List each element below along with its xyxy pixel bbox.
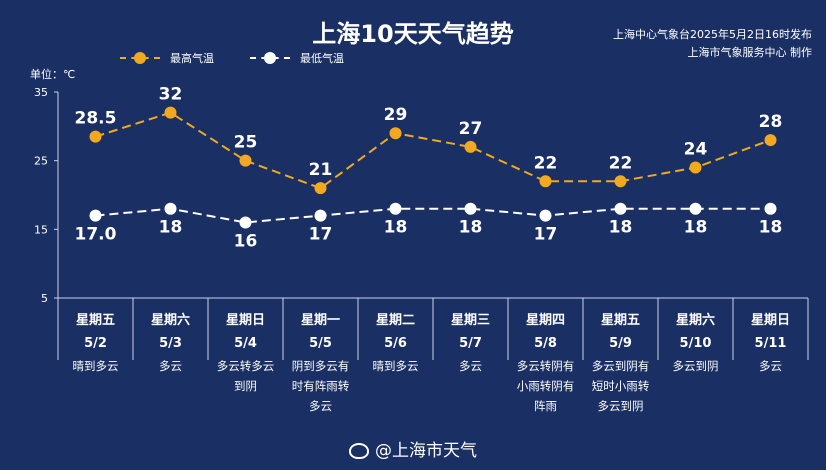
x-date-label: 5/5	[309, 336, 332, 351]
weather-desc-label: 多云	[309, 399, 332, 413]
data-label-low: 18	[759, 218, 783, 238]
x-date-label: 5/2	[84, 336, 107, 351]
weather-desc-label: 多云转多云	[217, 359, 275, 373]
weather-desc-label: 时有阵雨转	[292, 379, 350, 393]
y-tick-label: 25	[34, 155, 48, 168]
data-label-high: 25	[234, 133, 258, 153]
data-label-high: 32	[159, 85, 183, 105]
chart-legend: 最高气温 最低气温	[120, 50, 380, 66]
data-label-high: 22	[534, 153, 558, 173]
x-weekday-label: 星期日	[751, 313, 790, 328]
series-line-low	[95, 207, 771, 224]
data-point-low	[539, 209, 552, 222]
data-point-low	[614, 202, 627, 215]
legend-swatch-low	[250, 52, 290, 64]
x-date-label: 5/8	[534, 336, 557, 351]
weather-desc-label: 阴到多云有	[292, 359, 350, 373]
x-weekday-label: 星期三	[451, 313, 490, 328]
data-label-low: 18	[459, 218, 483, 238]
x-date-label: 5/3	[159, 336, 182, 351]
data-label-high: 22	[609, 153, 633, 173]
data-label-high: 29	[384, 105, 408, 125]
page-title: 上海10天天气趋势	[312, 20, 514, 48]
data-point-high	[539, 175, 552, 188]
data-label-low: 18	[384, 218, 408, 238]
legend-label-low: 最低气温	[300, 52, 344, 65]
x-date-label: 5/7	[459, 336, 482, 351]
weather-desc-label: 多云到阴有	[592, 359, 650, 373]
data-point-low	[764, 202, 777, 215]
legend-swatch-high	[120, 52, 160, 64]
footer-handle: @上海市天气	[0, 436, 826, 461]
data-point-low	[164, 202, 177, 215]
legend-label-high: 最高气温	[170, 52, 214, 65]
x-weekday-label: 星期六	[676, 312, 715, 328]
weather-desc-label: 晴到多云	[73, 359, 119, 373]
data-point-high	[614, 175, 627, 188]
weather-desc-label: 多云	[459, 359, 482, 373]
data-point-low	[239, 216, 252, 229]
data-label-high: 27	[459, 119, 483, 139]
source-info: 上海中心气象台2025年5月2日16时发布 上海市气象服务中心 制作	[613, 26, 812, 62]
source-line-1: 上海中心气象台2025年5月2日16时发布	[613, 28, 812, 41]
data-point-high	[239, 154, 252, 167]
weather-desc-label: 晴到多云	[373, 359, 419, 373]
weather-desc-label: 多云到阴	[598, 399, 644, 413]
data-label-low: 17	[534, 225, 558, 245]
weather-desc-label: 多云转阴有	[517, 359, 575, 373]
x-date-label: 5/6	[384, 336, 407, 351]
data-point-high	[89, 130, 102, 143]
weather-desc-label: 小雨转阴有	[517, 379, 575, 393]
data-label-high: 24	[684, 140, 708, 160]
data-point-high	[314, 182, 327, 195]
x-date-label: 5/11	[755, 336, 787, 351]
y-axis-unit: 单位：℃	[30, 68, 76, 81]
y-tick-label: 5	[41, 292, 48, 305]
x-weekday-label: 星期日	[226, 313, 265, 328]
legend-item-low[interactable]: 最低气温	[250, 50, 344, 66]
data-point-high	[164, 106, 177, 119]
data-point-low	[464, 202, 477, 215]
series-line-high	[95, 111, 771, 190]
x-weekday-label: 星期六	[151, 312, 190, 328]
data-point-low	[689, 202, 702, 215]
footer-text: @上海市天气	[375, 441, 477, 461]
data-label-low: 18	[159, 218, 183, 238]
data-point-low	[314, 209, 327, 222]
data-point-low	[89, 209, 102, 222]
data-label-low: 18	[609, 218, 633, 238]
weather-desc-label: 多云	[159, 359, 182, 373]
x-weekday-label: 星期五	[76, 313, 115, 328]
x-weekday-label: 星期二	[376, 313, 415, 328]
y-tick-label: 15	[34, 223, 48, 236]
weather-desc-label: 到阴	[234, 379, 257, 393]
data-point-high	[764, 134, 777, 147]
data-label-high: 28.5	[75, 109, 117, 129]
legend-item-high[interactable]: 最高气温	[120, 50, 214, 66]
data-point-low	[389, 202, 402, 215]
x-date-label: 5/4	[234, 336, 257, 351]
data-point-high	[389, 127, 402, 140]
data-point-high	[464, 140, 477, 153]
weather-desc-label: 多云	[759, 359, 782, 373]
weather-desc-label: 短时小雨转	[592, 379, 650, 393]
weibo-icon	[349, 443, 369, 459]
x-weekday-label: 星期五	[601, 313, 640, 328]
weather-desc-label: 多云到阴	[673, 359, 719, 373]
y-tick-label: 35	[34, 86, 48, 99]
source-line-2: 上海市气象服务中心 制作	[687, 46, 813, 59]
x-weekday-label: 星期一	[301, 313, 340, 328]
data-label-high: 21	[309, 160, 333, 180]
data-label-low: 18	[684, 218, 708, 238]
x-weekday-label: 星期四	[526, 313, 565, 328]
x-date-label: 5/9	[609, 336, 632, 351]
x-date-label: 5/10	[680, 336, 712, 351]
data-label-high: 28	[759, 112, 783, 132]
data-label-low: 17	[309, 225, 333, 245]
weather-desc-label: 阵雨	[534, 399, 557, 413]
data-point-high	[689, 161, 702, 174]
data-label-low: 17.0	[75, 225, 117, 245]
data-label-low: 16	[234, 231, 258, 251]
